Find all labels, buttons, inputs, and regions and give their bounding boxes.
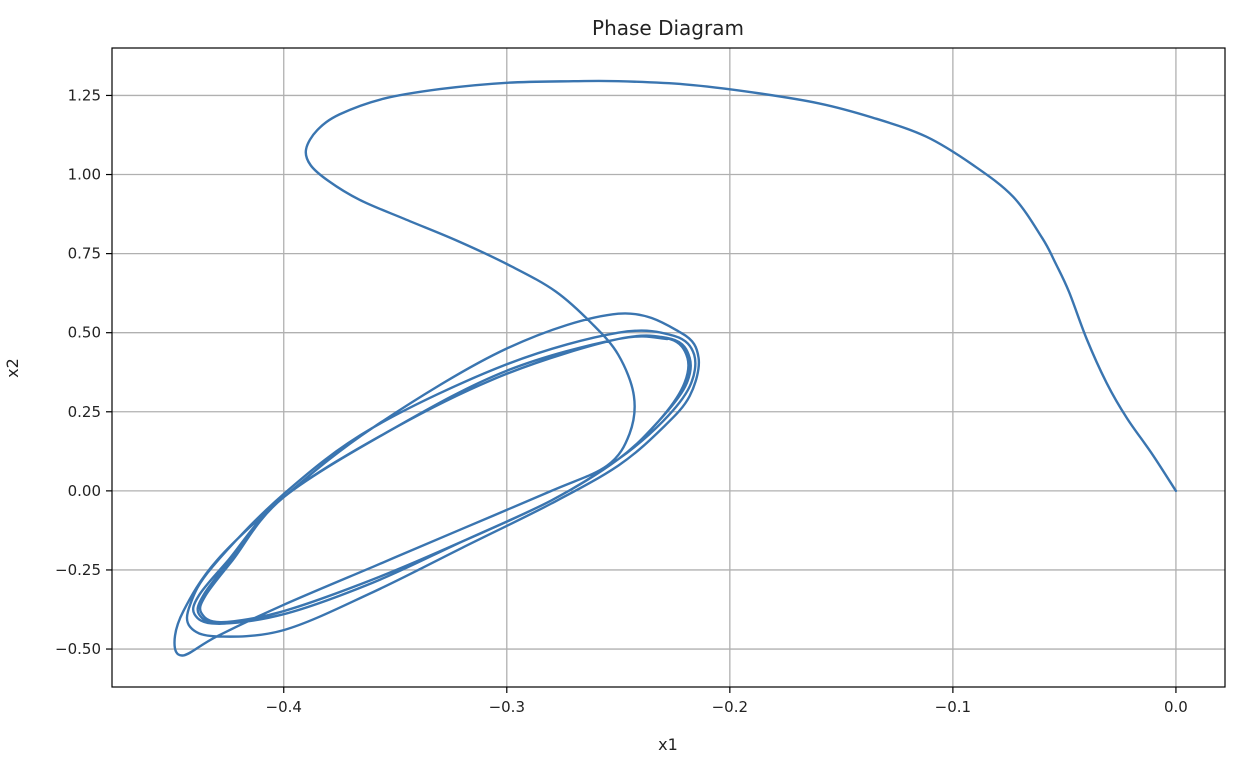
y-tick-label: −0.50	[55, 640, 101, 658]
x-axis-label: x1	[658, 735, 678, 754]
chart-title: Phase Diagram	[592, 16, 744, 40]
series-line	[173, 79, 1178, 657]
y-tick-label: 1.00	[68, 166, 101, 184]
y-tick-label: 0.25	[68, 403, 101, 421]
x-tick-label: −0.3	[489, 698, 525, 716]
x-tick-label: 0.0	[1164, 698, 1188, 716]
y-tick-label: 0.00	[68, 482, 101, 500]
x-tick-label: −0.1	[935, 698, 971, 716]
y-tick-label: 0.50	[68, 324, 101, 342]
y-axis: −0.50 −0.25 0.00 0.25 0.50 0.75 1.00 1.25	[55, 86, 112, 658]
y-tick-label: 0.75	[68, 245, 101, 263]
x-axis: −0.4 −0.3 −0.2 −0.1 0.0	[266, 687, 1188, 716]
y-tick-label: −0.25	[55, 561, 101, 579]
x-tick-label: −0.4	[266, 698, 302, 716]
axes-frame	[111, 47, 1226, 688]
x-tick-label: −0.2	[712, 698, 748, 716]
y-tick-label: 1.25	[68, 86, 101, 104]
plot-area	[173, 79, 1178, 657]
grid	[112, 48, 1225, 687]
y-axis-label: x2	[3, 358, 22, 378]
